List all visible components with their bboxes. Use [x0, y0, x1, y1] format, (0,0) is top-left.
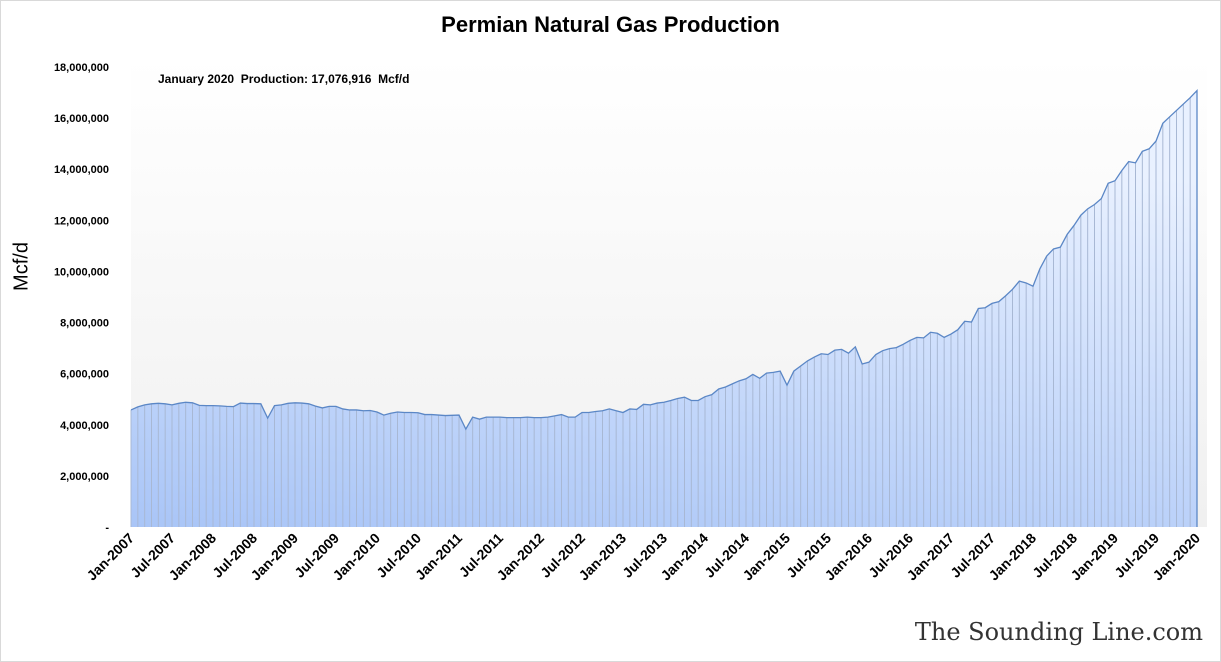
y-tick-label: 18,000,000 — [54, 62, 109, 74]
chart-title: Permian Natural Gas Production — [441, 12, 780, 37]
y-tick-label: 12,000,000 — [54, 215, 109, 227]
y-tick-label: 14,000,000 — [54, 164, 109, 176]
y-tick-label: 2,000,000 — [60, 471, 109, 483]
y-axis-label: Mcf/d — [10, 242, 33, 291]
production-annotation: January 2020 Production: 17,076,916 Mcf/… — [158, 72, 410, 86]
x-tick-label: Jan-2007 — [83, 530, 137, 584]
watermark-logo: The Sounding Line.com — [914, 618, 1203, 646]
y-tick-label: 10,000,000 — [54, 266, 109, 278]
y-tick-label: 4,000,000 — [60, 420, 109, 432]
series-line — [130, 88, 1198, 527]
y-tick-label: 6,000,000 — [60, 369, 109, 381]
y-tick-label: 16,000,000 — [54, 113, 109, 125]
y-tick-label: 8,000,000 — [60, 318, 109, 330]
y-tick-label: - — [105, 522, 109, 534]
